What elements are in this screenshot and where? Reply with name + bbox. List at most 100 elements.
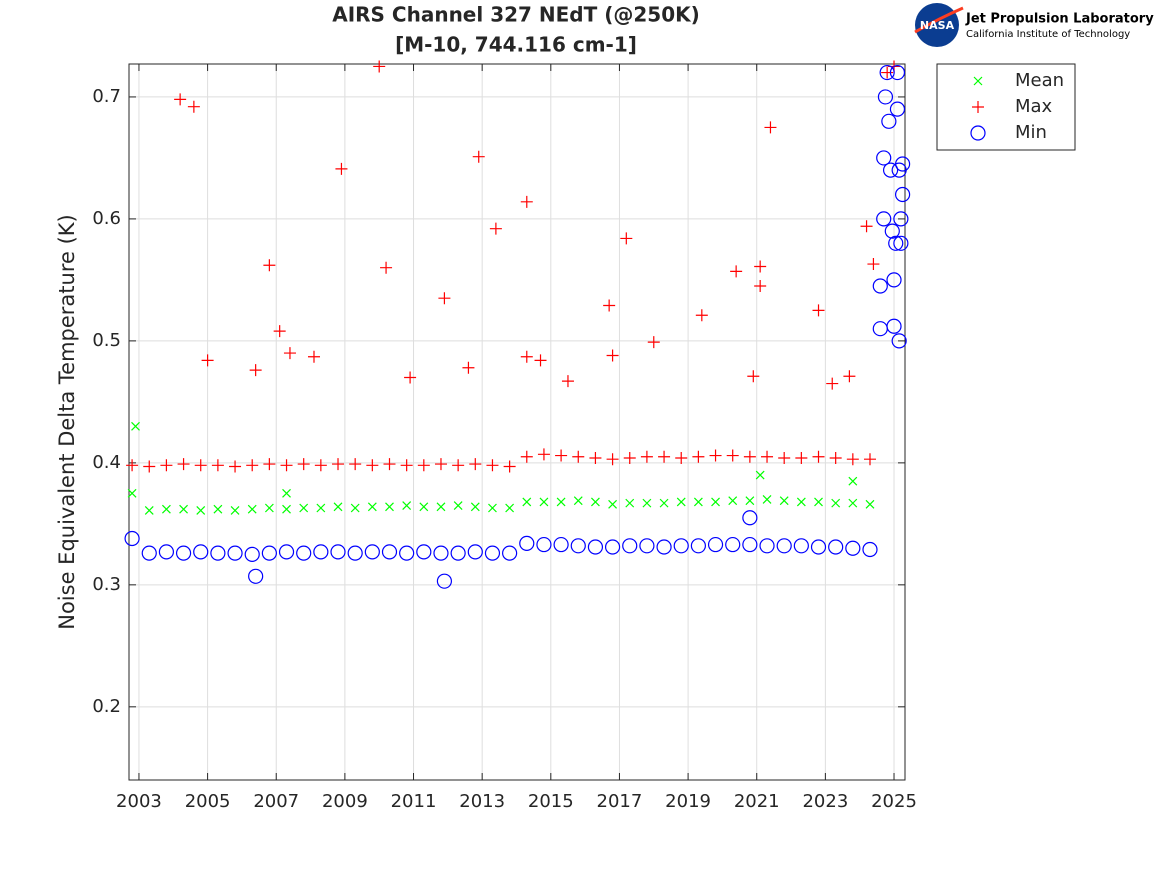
marker — [553, 536, 569, 553]
marker — [333, 502, 343, 512]
legend-label: Mean — [1015, 70, 1064, 91]
marker — [350, 503, 360, 513]
marker — [673, 538, 689, 554]
marker — [603, 299, 616, 312]
marker — [347, 545, 363, 561]
marker — [433, 545, 449, 561]
marker — [193, 544, 209, 560]
marker — [972, 101, 984, 113]
marker — [894, 186, 911, 203]
marker — [709, 449, 722, 462]
marker — [894, 156, 911, 172]
marker — [860, 220, 873, 233]
x-tick-label: 2011 — [391, 791, 437, 812]
marker — [828, 539, 844, 555]
marker — [886, 318, 902, 334]
marker — [201, 354, 214, 367]
marker — [313, 544, 329, 560]
marker — [745, 496, 755, 506]
marker — [843, 370, 856, 383]
points — [124, 60, 911, 589]
marker — [438, 292, 451, 305]
marker — [196, 506, 206, 515]
marker — [881, 66, 894, 79]
marker — [537, 448, 550, 461]
marker — [876, 211, 892, 227]
marker — [179, 504, 188, 514]
marker — [364, 544, 380, 560]
logo: NASA Jet Propulsion Laboratory Californi… — [914, 3, 1154, 47]
marker — [484, 545, 501, 561]
marker — [561, 375, 574, 388]
marker — [793, 538, 809, 554]
marker — [522, 497, 532, 507]
marker — [764, 121, 777, 134]
marker — [846, 453, 859, 466]
marker — [450, 545, 466, 561]
marker — [249, 364, 262, 377]
marker — [330, 544, 346, 560]
marker — [692, 450, 705, 463]
marker — [143, 460, 156, 473]
marker — [278, 544, 295, 560]
marker — [676, 497, 686, 507]
marker — [366, 459, 379, 472]
marker — [452, 459, 465, 472]
marker — [419, 502, 429, 512]
legend-box — [936, 63, 1076, 151]
marker — [693, 497, 703, 507]
marker — [126, 459, 139, 472]
x-tick-label: 2025 — [871, 791, 917, 812]
marker — [520, 195, 533, 208]
marker — [124, 530, 140, 547]
marker — [373, 60, 386, 73]
marker — [796, 497, 806, 507]
marker — [845, 540, 861, 556]
marker — [658, 450, 671, 463]
marker — [314, 459, 327, 472]
marker — [573, 496, 583, 506]
marker — [620, 232, 633, 245]
marker — [385, 502, 394, 512]
marker — [690, 538, 706, 554]
marker — [144, 506, 154, 515]
y-tick-label: 0.5 — [92, 330, 121, 351]
marker — [453, 501, 463, 510]
marker — [436, 502, 446, 512]
marker — [889, 64, 906, 81]
marker — [472, 150, 485, 163]
marker — [888, 235, 904, 251]
marker — [502, 545, 518, 561]
marker — [175, 545, 192, 561]
y-tick-label: 0.3 — [92, 574, 121, 595]
marker — [469, 458, 482, 471]
marker — [728, 496, 738, 506]
marker — [161, 504, 171, 514]
marker — [280, 459, 293, 472]
marker — [754, 279, 767, 292]
marker — [743, 450, 756, 463]
marker — [879, 64, 895, 81]
marker — [754, 260, 767, 273]
marker — [884, 223, 900, 239]
marker — [273, 325, 286, 338]
marker — [556, 497, 566, 507]
chart-title: AIRS Channel 327 NEdT (@250K) — [332, 3, 700, 27]
jpl-name: Jet Propulsion Laboratory — [965, 12, 1154, 27]
marker — [519, 535, 535, 551]
marker — [587, 539, 604, 555]
marker — [882, 162, 899, 178]
marker — [762, 495, 772, 504]
marker — [862, 541, 878, 558]
marker — [656, 539, 672, 555]
y-tick-label: 0.2 — [92, 696, 121, 717]
marker — [470, 502, 480, 512]
marker — [297, 458, 310, 471]
marker — [263, 458, 276, 471]
marker — [695, 309, 708, 322]
marker — [230, 506, 240, 515]
marker — [282, 504, 291, 514]
marker — [881, 113, 897, 129]
marker — [283, 347, 296, 360]
